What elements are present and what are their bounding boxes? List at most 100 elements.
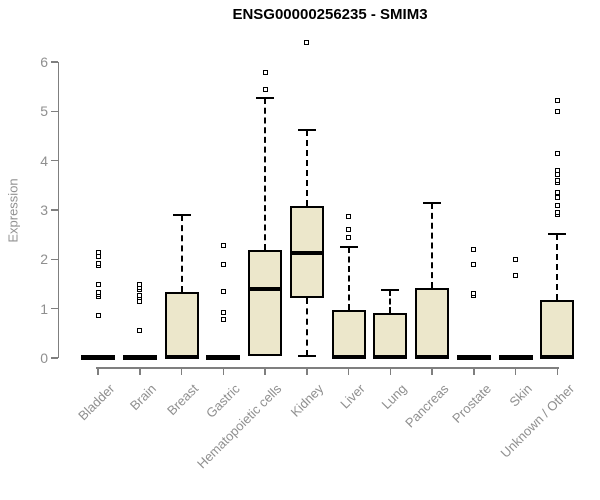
- x-tick-label: Brain: [127, 381, 160, 414]
- upper-whisker-cap: [256, 97, 275, 100]
- outlier-point: [513, 272, 519, 278]
- upper-whisker: [180, 214, 183, 292]
- upper-whisker-cap: [548, 232, 567, 235]
- x-tick-label: Liver: [337, 381, 369, 412]
- box-iqr: [331, 310, 366, 358]
- outlier-point: [554, 209, 560, 215]
- x-tick-label: Kidney: [287, 381, 327, 420]
- median-line: [456, 355, 491, 359]
- outlier-point: [220, 317, 226, 323]
- y-axis-tick: [51, 307, 58, 310]
- x-axis-tick: [139, 368, 141, 375]
- upper-whisker-cap: [172, 213, 191, 216]
- outlier-point: [554, 190, 560, 196]
- box-iqr: [248, 249, 283, 356]
- outlier-point: [95, 312, 101, 318]
- median-line: [289, 251, 324, 256]
- outlier-point: [220, 289, 226, 295]
- outlier-point: [220, 243, 226, 249]
- y-tick-label: 4: [40, 152, 48, 169]
- x-tick-label: Bladder: [75, 381, 118, 424]
- lower-whisker-cap: [297, 354, 316, 357]
- x-tick-label: Gastric: [203, 381, 243, 421]
- outlier-point: [471, 262, 477, 268]
- upper-whisker-cap: [339, 246, 358, 248]
- x-axis-tick: [389, 368, 392, 375]
- x-axis-tick: [306, 368, 308, 375]
- outlier-point: [95, 250, 101, 256]
- x-tick-label: Lung: [378, 381, 410, 413]
- y-tick-label: 1: [40, 300, 48, 317]
- median-line: [164, 355, 199, 359]
- outlier-point: [554, 202, 560, 208]
- outlier-point: [554, 151, 560, 157]
- lower-whisker: [305, 297, 308, 356]
- x-axis-tick: [556, 368, 559, 375]
- chart-title: ENSG00000256235 - SMIM3: [232, 6, 428, 23]
- outlier-point: [554, 109, 560, 115]
- y-axis-tick: [51, 61, 58, 63]
- upper-whisker-cap: [423, 202, 442, 205]
- y-axis-tick: [51, 110, 58, 113]
- outlier-point: [95, 281, 101, 287]
- y-axis-tick: [51, 159, 58, 162]
- y-axis-tick: [51, 357, 58, 359]
- outlier-point: [137, 328, 143, 334]
- box-iqr: [540, 300, 575, 358]
- outlier-point: [471, 247, 477, 253]
- x-tick-label: Prostate: [448, 381, 494, 426]
- y-tick-label: 3: [40, 202, 48, 218]
- outlier-point: [471, 291, 477, 297]
- box-iqr: [164, 291, 199, 358]
- y-tick-label: 0: [40, 350, 48, 366]
- outlier-point: [95, 289, 101, 295]
- x-axis-tick: [180, 368, 183, 375]
- box-iqr: [415, 287, 450, 358]
- median-line: [498, 355, 533, 359]
- upper-whisker: [389, 289, 392, 314]
- x-axis-tick: [473, 368, 475, 375]
- y-tick-label: 5: [40, 103, 48, 120]
- outlier-point: [346, 214, 352, 220]
- x-axis-line: [96, 367, 560, 369]
- upper-whisker: [347, 247, 350, 311]
- median-line: [415, 355, 450, 359]
- x-axis-tick: [347, 368, 350, 375]
- median-line: [373, 355, 408, 359]
- outlier-point: [513, 257, 519, 263]
- outlier-point: [137, 282, 143, 288]
- median-line: [206, 355, 241, 359]
- upper-whisker: [431, 203, 434, 288]
- median-line: [248, 286, 283, 291]
- outlier-point: [346, 234, 352, 240]
- x-tick-label: Breast: [163, 381, 202, 419]
- upper-whisker: [556, 233, 559, 301]
- x-tick-label: Skin: [506, 381, 536, 410]
- median-line: [540, 355, 575, 359]
- upper-whisker-cap: [381, 288, 400, 291]
- upper-whisker: [264, 98, 267, 250]
- outlier-point: [220, 309, 226, 315]
- y-axis-line: [57, 62, 59, 358]
- y-axis-tick: [51, 209, 58, 211]
- outlier-point: [262, 86, 268, 92]
- outlier-point: [554, 178, 560, 184]
- y-tick-label: 2: [40, 251, 48, 268]
- outlier-point: [554, 172, 560, 178]
- upper-whisker-cap: [297, 129, 316, 132]
- x-axis-tick: [431, 368, 433, 375]
- x-axis-tick: [222, 368, 225, 375]
- upper-whisker: [305, 130, 308, 207]
- outlier-point: [346, 227, 352, 233]
- outlier-point: [554, 167, 560, 173]
- outlier-point: [554, 195, 560, 201]
- outlier-point: [304, 39, 310, 45]
- x-tick-label: Pancreas: [402, 381, 452, 431]
- median-line: [122, 355, 157, 359]
- x-axis-tick: [514, 368, 517, 375]
- median-line: [331, 355, 366, 359]
- x-axis-tick: [97, 368, 99, 375]
- box-iqr: [373, 313, 408, 358]
- outlier-point: [137, 292, 143, 298]
